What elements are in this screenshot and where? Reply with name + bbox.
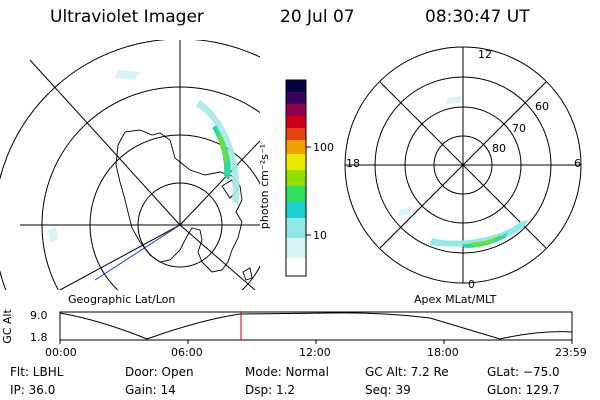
alt-xtick-1800: 18:00	[427, 346, 459, 359]
color-scale	[285, 79, 311, 277]
alt-ytick-max: 9.0	[30, 309, 48, 322]
left-aurora	[48, 70, 240, 242]
info-mode: Mode: Normal	[245, 365, 329, 379]
time-label: 08:30:47 UT	[425, 7, 530, 27]
mlt-line-diag2	[379, 81, 547, 249]
meridian	[29, 59, 181, 226]
date-label: 20 Jul 07	[280, 7, 355, 27]
info-ip: IP: 36.0	[10, 383, 56, 397]
alt-ylabel: GC Alt	[0, 309, 14, 344]
info-door: Door: Open	[125, 365, 194, 379]
alt-xtick-0000: 00:00	[45, 346, 77, 359]
meridian	[179, 224, 256, 290]
altitude-plot-frame	[59, 311, 573, 341]
mlt-label-6: 6	[574, 157, 581, 170]
right-aurora	[398, 96, 528, 248]
mlt-label-18: 18	[346, 157, 360, 170]
colorbar-unit-label: photon cm⁻²s⁻¹	[258, 143, 272, 230]
altitude-curve	[59, 312, 573, 340]
info-glon: GLon: 129.7	[487, 383, 560, 397]
apex-map	[344, 46, 582, 284]
info-gain: Gain: 14	[125, 383, 176, 397]
instrument-title: Ultraviolet Imager	[50, 7, 204, 27]
mlat-label-70: 70	[512, 122, 526, 135]
mlt-label-12: 12	[478, 48, 492, 61]
geographic-map	[0, 40, 260, 290]
coastline-island	[242, 267, 253, 281]
left-map-caption: Geographic Lat/Lon	[68, 293, 176, 306]
info-seq: Seq: 39	[365, 383, 411, 397]
info-dsp: Dsp: 1.2	[245, 383, 296, 397]
mlt-label-0: 0	[468, 278, 475, 291]
alt-xtick-1200: 12:00	[299, 346, 331, 359]
altitude-plot	[59, 311, 573, 344]
coastline	[115, 129, 243, 273]
right-map-caption: Apex MLat/MLT	[414, 293, 497, 306]
sun-direction-line	[94, 224, 181, 281]
info-flt: Flt: LBHL	[10, 365, 64, 379]
meridian	[59, 224, 181, 290]
info-glat: GLat: −75.0	[487, 365, 560, 379]
mlat-label-80: 80	[492, 142, 506, 155]
info-gc-alt: GC Alt: 7.2 Re	[365, 365, 449, 379]
colorbar-tick-100: 100	[313, 141, 334, 154]
mlat-label-60: 60	[535, 100, 549, 113]
alt-ytick-min: 1.8	[30, 331, 48, 344]
alt-xtick-0600: 06:00	[171, 346, 203, 359]
alt-xtick-2359: 23:59	[555, 346, 587, 359]
colorbar-tick-10: 10	[313, 229, 327, 242]
